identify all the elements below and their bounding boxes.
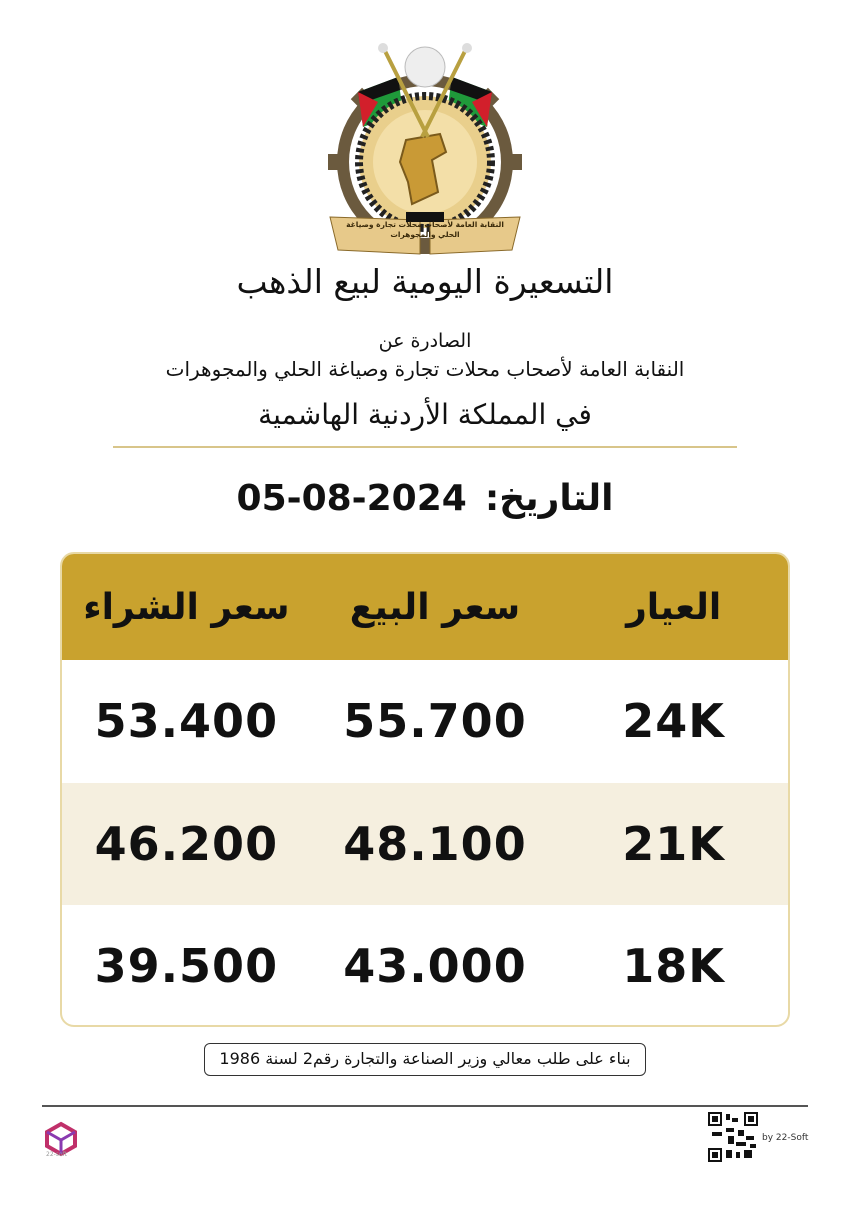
issued-by: الصادرة عن (378, 330, 472, 352)
price-table: العيار سعر البيع سعر الشراء 24K 55.700 5… (60, 552, 790, 1027)
brand-logo-icon (45, 1121, 77, 1157)
date-label: التاريخ: (484, 478, 614, 519)
karat: 21K (622, 816, 725, 871)
page-title: التسعيرة اليومية لبيع الذهب (236, 262, 614, 301)
date-value: 05-08-2024 (236, 478, 467, 519)
table-row: 21K 48.100 46.200 (62, 782, 788, 905)
footer-divider (42, 1105, 808, 1107)
date-row: التاريخ: 05-08-2024 (0, 478, 850, 519)
union-logo (328, 43, 522, 255)
karat: 18K (622, 939, 725, 994)
kingdom-name: في المملكة الأردنية الهاشمية (258, 398, 592, 431)
column-karat: العيار (626, 586, 722, 628)
table-header: العيار سعر البيع سعر الشراء (62, 554, 788, 660)
sell-price: 48.100 (343, 816, 527, 871)
diamond-icon (404, 46, 446, 88)
buy-price: 46.200 (94, 816, 279, 871)
table-row: 18K 43.000 39.500 (62, 905, 788, 1025)
jordan-map-icon (398, 132, 448, 206)
sell-price: 55.700 (343, 694, 527, 749)
buy-price: 39.500 (94, 939, 279, 994)
column-buy: سعر الشراء (83, 586, 290, 628)
brand-small-text: 22-soft (46, 1151, 67, 1158)
divider (113, 446, 737, 448)
union-name: النقابة العامة لأصحاب محلات تجارة وصياغة… (165, 357, 685, 381)
by-credit: by 22-Soft (762, 1133, 809, 1143)
table-row: 24K 55.700 53.400 (62, 660, 788, 783)
sell-price: 43.000 (343, 939, 527, 994)
qr-code-icon[interactable] (708, 1112, 758, 1162)
karat: 24K (622, 694, 725, 749)
buy-price: 53.400 (94, 694, 279, 749)
column-sell: سعر البيع (349, 586, 521, 628)
ministry-note: بناء على طلب معالي وزير الصناعة والتجارة… (204, 1043, 646, 1076)
logo-text: النقابة العامة لأصحاب محلات تجارة وصياغة… (346, 220, 504, 239)
